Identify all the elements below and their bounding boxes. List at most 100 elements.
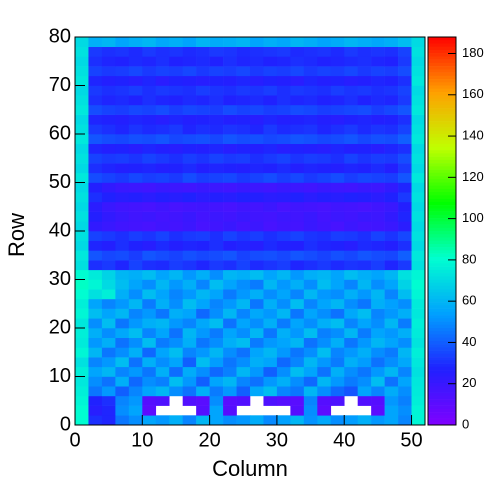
cell	[182, 250, 197, 261]
cell	[169, 318, 183, 329]
cell	[384, 386, 399, 397]
cell	[303, 221, 318, 232]
cell	[290, 250, 305, 261]
cell	[290, 143, 305, 154]
color-bar-step	[428, 415, 456, 419]
cell	[209, 240, 224, 251]
cell	[101, 124, 116, 135]
cell	[115, 318, 130, 329]
cell	[155, 201, 170, 212]
cell	[128, 415, 143, 426]
cell	[344, 269, 358, 280]
cell	[155, 75, 170, 86]
cell	[330, 134, 345, 144]
cell	[317, 328, 332, 338]
cell	[357, 231, 372, 241]
cell	[290, 75, 305, 86]
color-bar-step	[428, 137, 456, 141]
cell	[223, 240, 237, 251]
cell	[196, 376, 210, 387]
cell	[182, 337, 197, 348]
cell	[384, 298, 399, 309]
cell	[317, 318, 332, 329]
cell	[223, 395, 237, 406]
cell	[357, 153, 372, 164]
cell	[115, 308, 130, 319]
cell	[384, 250, 399, 261]
cell	[398, 231, 412, 241]
cell	[398, 85, 412, 96]
y-tick-label: 10	[49, 365, 71, 387]
cell	[209, 201, 224, 212]
cell	[384, 114, 399, 125]
cell	[250, 211, 264, 222]
cell	[263, 269, 278, 280]
cell	[101, 260, 116, 271]
cell	[357, 240, 372, 251]
cell	[209, 56, 224, 67]
cell	[115, 46, 130, 57]
cell	[398, 172, 412, 183]
cell	[290, 260, 305, 271]
cell	[223, 143, 237, 154]
cell	[290, 163, 305, 174]
cell	[236, 279, 251, 290]
cell	[263, 46, 278, 57]
cell	[263, 318, 278, 329]
cell	[398, 376, 412, 387]
cell	[101, 85, 116, 96]
cell	[411, 104, 426, 115]
color-bar-step	[428, 179, 456, 183]
cell	[209, 415, 224, 426]
color-bar-step	[428, 134, 456, 138]
cell	[236, 386, 251, 397]
z-tick-label: 120	[462, 169, 484, 184]
x-tick-label: 10	[131, 429, 153, 451]
color-bar-step	[428, 117, 456, 122]
cell	[88, 357, 103, 368]
cell	[276, 357, 291, 368]
cell	[209, 95, 224, 106]
color-bar-step	[428, 201, 456, 206]
color-bar-step	[428, 111, 456, 115]
cell	[371, 56, 385, 67]
cell	[317, 192, 332, 203]
cell	[88, 328, 103, 338]
cell	[276, 85, 291, 96]
cell	[88, 376, 103, 387]
cell	[398, 163, 412, 174]
cell	[88, 240, 103, 251]
cell	[384, 104, 399, 115]
color-bar-step	[428, 418, 456, 423]
cell	[236, 143, 251, 154]
color-bar-step	[428, 156, 456, 161]
cell	[182, 289, 197, 300]
cell	[236, 298, 251, 309]
cell	[317, 357, 332, 368]
cell	[128, 75, 143, 86]
y-tick-label: 80	[49, 25, 71, 47]
cell	[115, 221, 130, 232]
cell	[223, 318, 237, 329]
cell	[330, 366, 345, 377]
cell	[344, 298, 358, 309]
cell	[128, 231, 143, 241]
cell	[330, 386, 345, 397]
cell	[223, 153, 237, 164]
cell	[317, 279, 332, 290]
cell	[384, 269, 399, 280]
cell	[209, 386, 224, 397]
cell	[330, 95, 345, 106]
cell	[317, 308, 332, 319]
cell	[317, 46, 332, 57]
cell	[250, 163, 264, 174]
cell	[330, 163, 345, 174]
cell	[142, 415, 157, 426]
cell	[209, 124, 224, 135]
cell	[411, 46, 426, 57]
cell	[398, 56, 412, 67]
cell	[384, 221, 399, 232]
cell	[263, 289, 278, 300]
cell	[398, 395, 412, 406]
cell	[398, 134, 412, 144]
